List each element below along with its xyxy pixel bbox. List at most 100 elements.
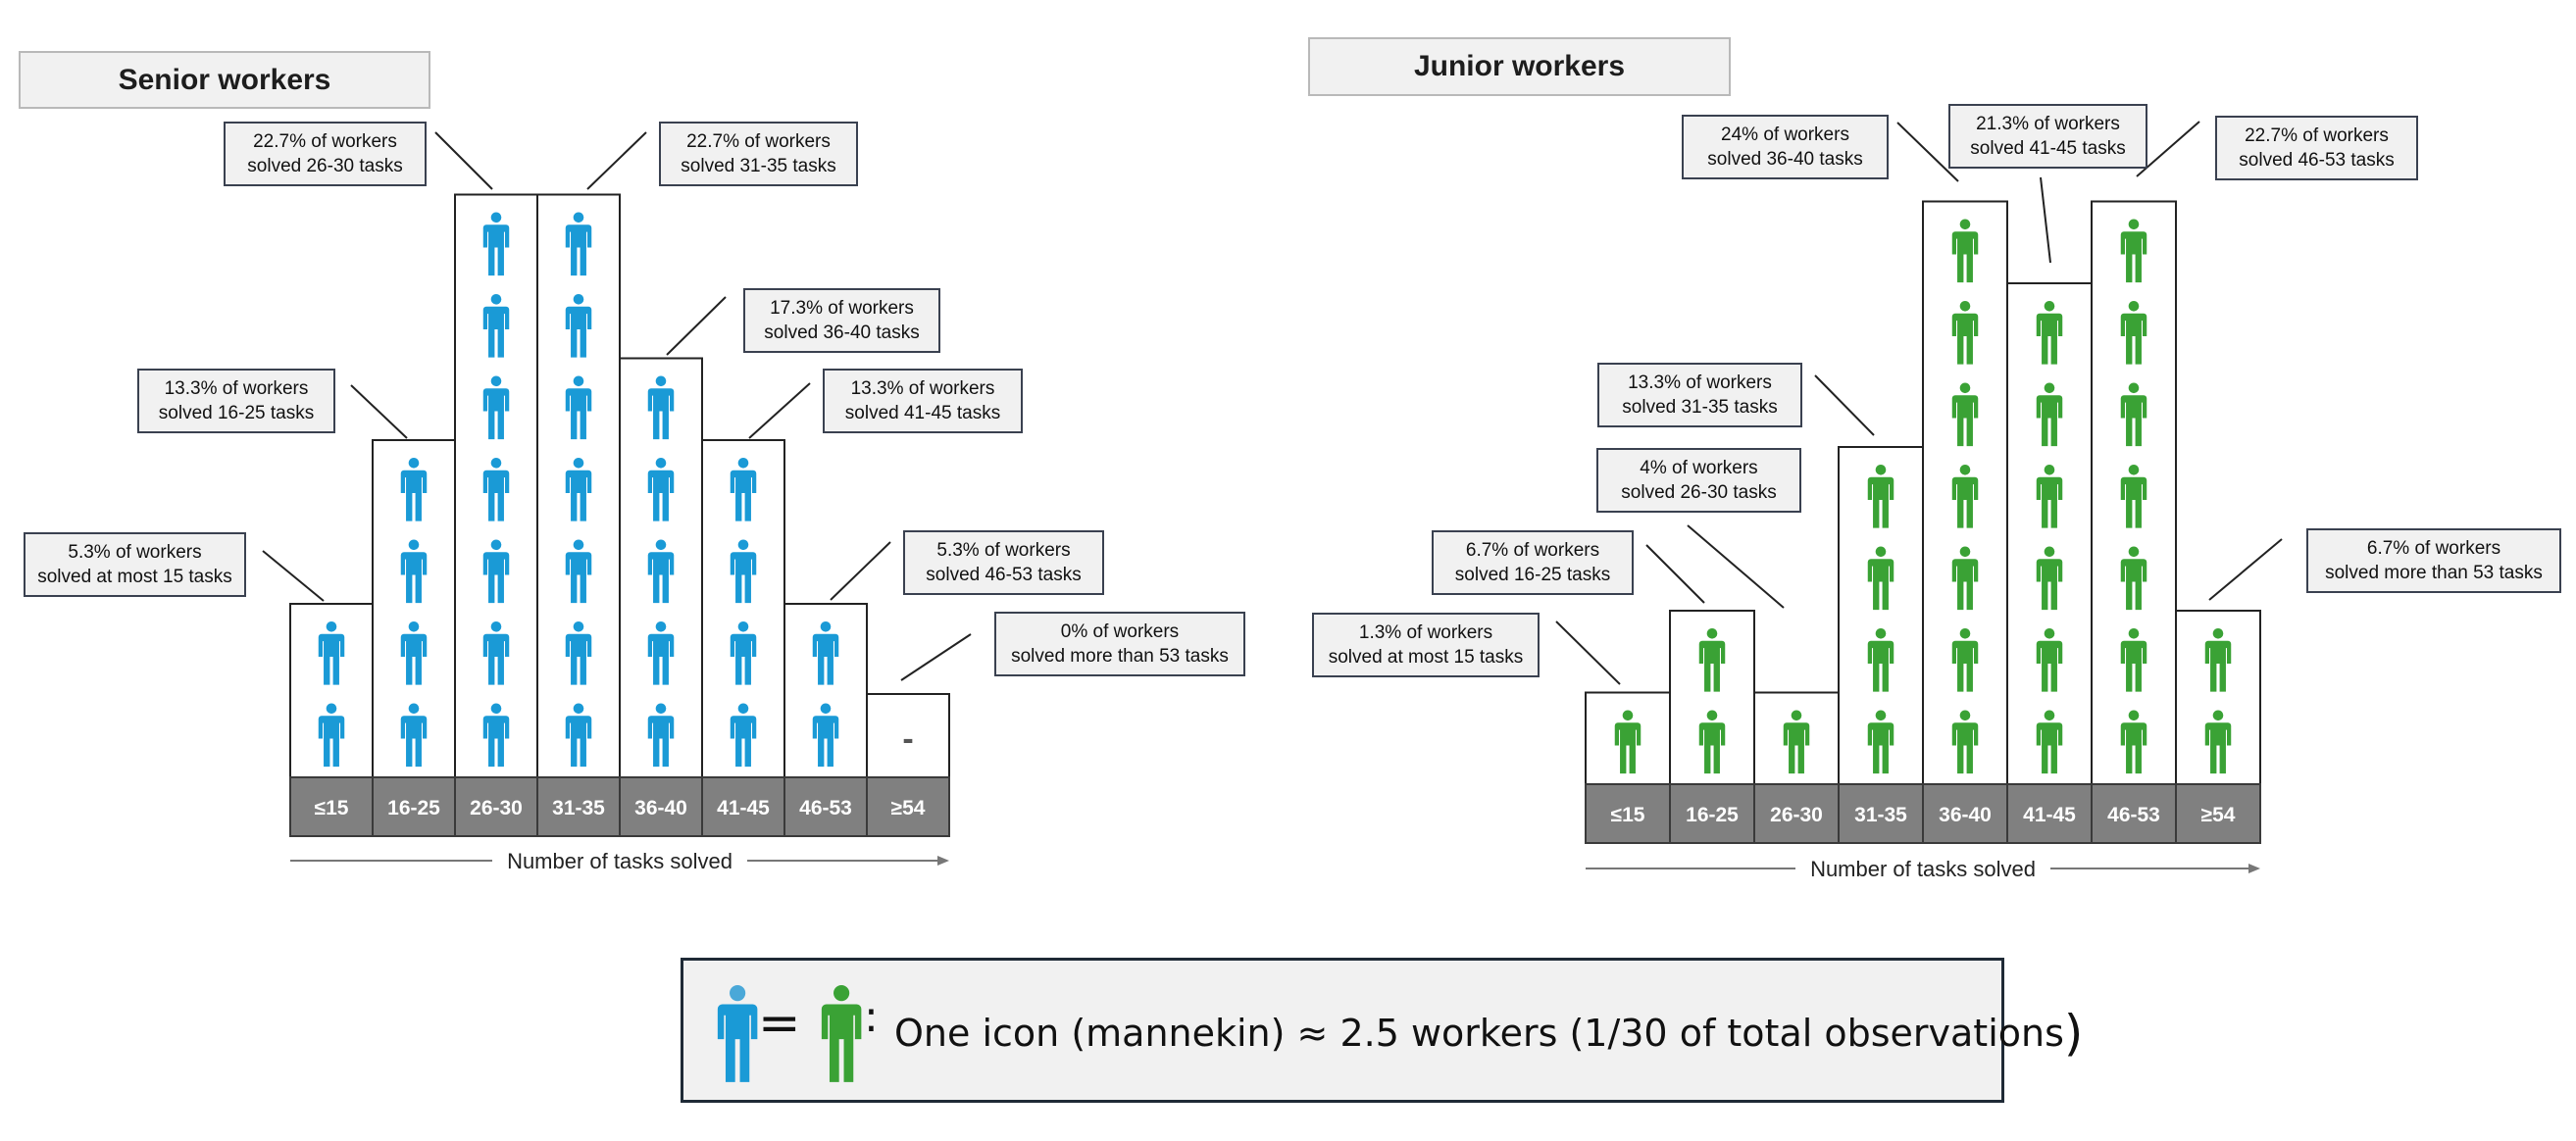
legend-description: One icon (mannekin) ≈ 2.5 workers (1/30 … [894,1012,2064,1055]
person-icon [482,294,510,358]
data-label: 4% of workers solved 26-30 tasks [1596,448,1801,513]
tick-label: 36-40 [1939,804,1992,826]
tick-label: 36-40 [634,797,687,819]
tick-label: 16-25 [1686,804,1739,826]
person-icon [2204,628,2232,692]
tick-label: 46-53 [799,797,852,819]
legend-close-paren: ) [2063,1005,2084,1062]
junior-chart: ≤15 16-25 26-30 31-35 36-40 41-45 46-53 ≥54 Numb… [1555,121,2283,881]
leader-line [830,541,891,601]
person-icon [482,458,510,521]
tick-label: 41-45 [717,797,770,819]
person-icon [565,375,592,440]
person-icon [1867,465,1894,528]
person-icon [812,621,839,685]
x-axis-label: Number of tasks solved [1810,857,2036,881]
person-icon-green [821,985,862,1082]
bin-cell [701,776,785,837]
data-label: 13.3% of workers solved 41-45 tasks [823,369,1023,433]
tick-label: ≤15 [1611,804,1645,826]
person-icon [2036,301,2063,365]
person-icon [318,621,345,685]
person-icon [2120,465,2147,528]
person-icon [730,539,757,604]
person-icon [482,703,510,768]
tick-label: ≥54 [2201,804,2236,826]
bar-column [866,693,950,778]
bar-column [289,603,374,778]
tick-label: ≥54 [891,797,926,819]
person-icon [1951,465,1979,528]
tick-label: 26-30 [470,797,523,819]
legend-colon: : [864,992,879,1042]
person-icon [565,212,592,276]
leader-line [748,382,811,439]
bin-cell [454,776,538,837]
person-icon [1698,628,1726,692]
person-icon [482,375,510,440]
person-icon [2120,628,2147,692]
person-icon [2120,219,2147,283]
data-label: 13.3% of workers solved 31-35 tasks [1597,363,1802,427]
bin-cell [1669,783,1755,844]
person-icon [400,703,428,768]
person-icon [1698,710,1726,774]
bin-cell [2091,783,2177,844]
person-icon [1951,710,1979,774]
leader-line [350,384,408,439]
bin-cell [866,776,950,837]
leader-line [666,296,727,356]
bin-cell [1585,783,1671,844]
bin-cell [2175,783,2261,844]
person-icon [2036,382,2063,447]
tick-label: 16-25 [387,797,440,819]
leader-line [1814,374,1875,436]
x-axis-arrowhead [2248,864,2260,873]
person-icon [647,621,675,685]
empty-marker: - [902,720,913,758]
data-label: 0% of workers solved more than 53 tasks [994,612,1245,676]
person-icon [647,703,675,768]
bin-cell [536,776,621,837]
person-icon [565,294,592,358]
data-label: 1.3% of workers solved at most 15 tasks [1312,613,1540,677]
person-icon [400,621,428,685]
person-icon [730,703,757,768]
bin-cell [289,776,374,837]
data-label: 17.3% of workers solved 36-40 tasks [743,288,940,353]
person-icon [565,621,592,685]
leader-line [1896,122,1959,182]
tick-label: 31-35 [552,797,605,819]
person-icon [1951,301,1979,365]
person-icon [318,703,345,768]
chart-title: Junior workers [1308,37,1731,96]
person-icon [482,539,510,604]
bar-column [2006,282,2093,785]
person-icon [647,375,675,440]
person-icon [1951,628,1979,692]
bar-column [783,603,868,778]
person-icon [2120,301,2147,365]
leader-line [2040,176,2051,264]
chart-title: Senior workers [19,51,430,109]
bin-cell [783,776,868,837]
tick-label: ≤15 [315,797,349,819]
leader-line [2208,538,2283,601]
person-icon [2120,546,2147,611]
leader-line [262,550,325,602]
person-icon [730,621,757,685]
data-label: 13.3% of workers solved 16-25 tasks [137,369,335,433]
legend-equals: = [758,994,801,1053]
leader-line [1687,524,1785,609]
bin-cell [372,776,456,837]
tick-label: 46-53 [2107,804,2160,826]
data-label: 21.3% of workers solved 41-45 tasks [1948,104,2147,169]
person-icon [1614,710,1642,774]
person-icon [2036,628,2063,692]
person-icon [482,212,510,276]
person-icon [730,458,757,521]
bin-cell [619,776,703,837]
data-label: 22.7% of workers solved 31-35 tasks [659,122,858,186]
person-icon [565,539,592,604]
x-axis-label: Number of tasks solved [507,849,732,873]
